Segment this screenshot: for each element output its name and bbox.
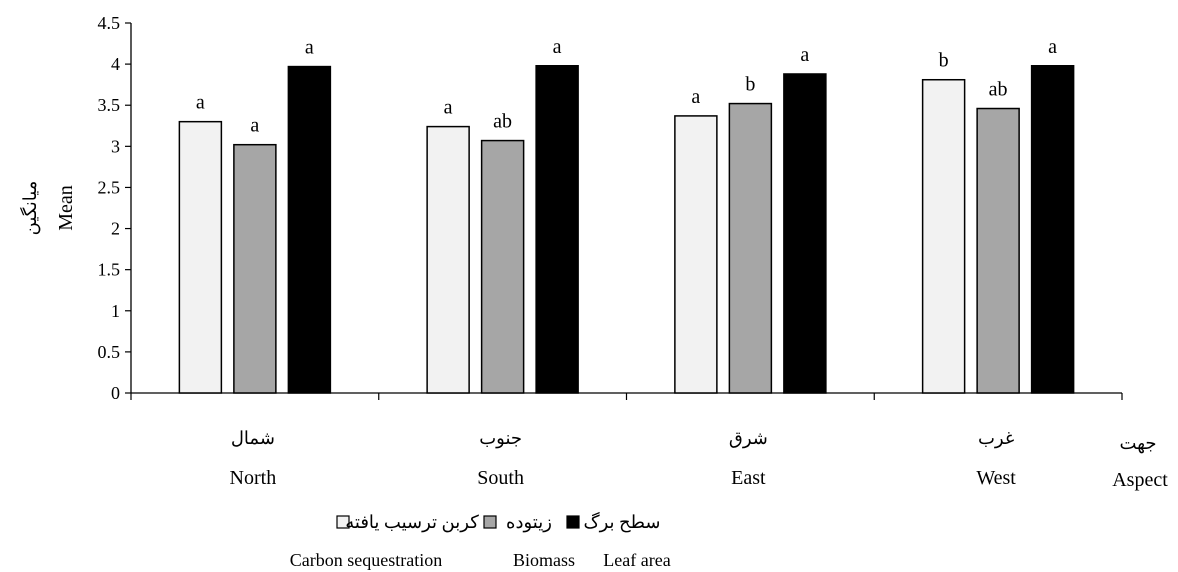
significance-letter: b [939,50,949,72]
x-tick-label-persian: شمال [231,428,275,448]
legend-label-biomass-english: Biomass [513,550,575,570]
bar [1030,65,1075,394]
labels: میانگین Mean جهت Aspect [19,181,1168,491]
y-tick-label: 3.5 [98,95,121,115]
bar [178,120,223,394]
bar [728,102,773,394]
significance-letter: a [250,115,259,137]
y-tick-label: 2 [111,219,120,239]
y-tick-label: 3 [111,136,120,156]
y-tick-label: 1.5 [98,260,121,280]
significance-letter: ab [989,79,1008,101]
legend-label-carbon-english: Carbon sequestration [290,550,442,570]
y-tick-label: 0 [111,383,120,403]
significance-letter: b [745,74,755,96]
y-tick-label: 1 [111,301,120,321]
x-tick-label-persian: جنوب [479,428,522,449]
legend-swatch-biomass [483,515,497,529]
x-tick-label-english: East [731,467,766,489]
legend-label-carbon-persian: کربن ترسیب یافته [345,512,479,533]
legend-label-leaf-area-persian: سطح برگ [583,511,660,533]
legend-swatch-carbon [336,515,350,529]
x-tick-label-persian: غرب [978,428,1014,449]
bar [426,125,470,394]
significance-letter: a [444,97,453,119]
bar [921,78,966,394]
bar [976,107,1020,394]
x-tick-label-english: West [976,467,1016,489]
significance-letter: a [553,36,562,58]
y-tick-label: 4.5 [98,13,121,33]
axes: 0 0.5 1 1.5 2 2.5 3 3.5 4 4.5 شمال North جنوب South شر… [98,13,1123,489]
bar [233,143,277,394]
bar [287,65,332,394]
y-axis-label-persian: میانگین [19,181,41,236]
significance-letter: a [305,37,314,59]
significance-letter: a [1048,36,1057,58]
bar [674,115,718,394]
significance-letter: ab [493,111,512,133]
y-tick-label: 0.5 [98,342,121,362]
significance-letter: a [800,44,809,66]
x-axis-label-english: Aspect [1112,469,1168,491]
y-tick-label: 2.5 [98,177,121,197]
x-axis-label-persian: جهت [1119,433,1156,454]
significance-letter: a [691,86,700,108]
bar [783,73,827,394]
bar [480,139,525,394]
significance-letter: a [196,92,205,114]
legend: کربن ترسیب یافته Carbon sequestration زی… [290,511,671,570]
x-tick-label-english: South [477,467,524,489]
bar [535,65,579,394]
x-tick-label-persian: شرق [729,428,768,449]
legend-label-biomass-persian: زیتوده [506,512,552,533]
y-tick-label: 4 [111,54,120,74]
y-axis-label-english: Mean [55,185,77,231]
x-tick-label-english: North [230,467,277,489]
legend-label-leaf-area-english: Leaf area [603,550,670,570]
legend-swatch-leaf-area [566,515,580,529]
